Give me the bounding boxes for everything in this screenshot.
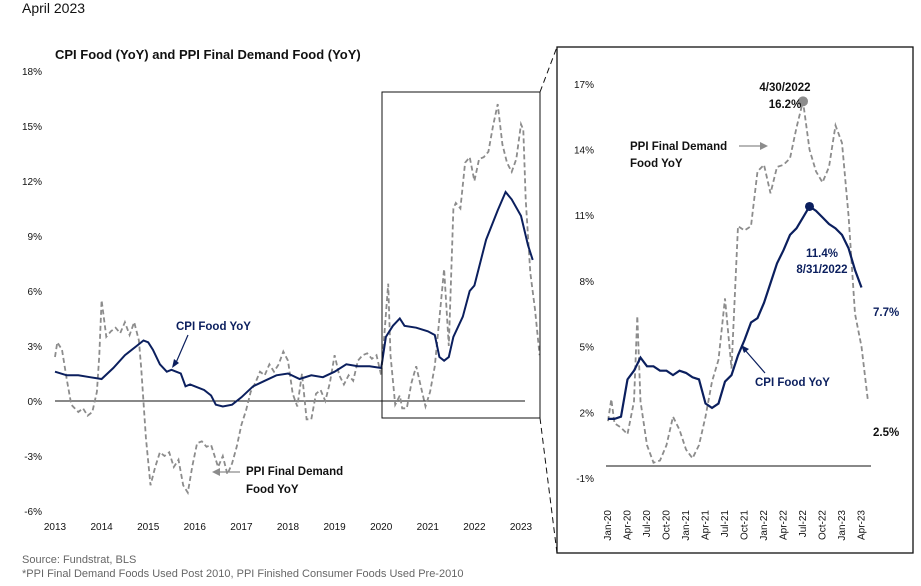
inset-x-tick-label: Oct-22 <box>818 510 829 540</box>
main-y-tick-label: 9% <box>28 232 43 243</box>
main-x-axis: 2013 2014 2015 2016 2017 2018 2019 2020 2021 2022… <box>44 522 533 533</box>
inset-cpi-annotation: CPI Food YoY <box>755 377 830 389</box>
zoom-box <box>381 91 541 419</box>
main-y-tick-label: 18% <box>22 67 42 78</box>
inset-x-tick-label: Jul-22 <box>798 510 809 538</box>
inset-x-tick-label: Apr-21 <box>701 510 712 540</box>
inset-chart: 17% 14% 11% 8% 5% 2% -1% Jan-20 Apr-20 Jul-20 Oct… <box>556 46 914 554</box>
main-y-tick-label: 12% <box>22 177 42 188</box>
main-ppi-series-line <box>54 103 541 496</box>
inset-y-tick-label: 14% <box>574 146 594 157</box>
main-x-tick-label: 2020 <box>370 522 393 533</box>
main-y-tick-label: -3% <box>24 452 42 463</box>
main-x-tick-label: 2018 <box>277 522 300 533</box>
main-cpi-annotation: CPI Food YoY <box>176 321 251 333</box>
main-cpi-series-line <box>54 190 534 408</box>
main-y-axis: 18% 15% 12% 9% 6% 3% 0% -3% -6% <box>22 67 42 518</box>
inset-y-tick-label: 17% <box>574 80 594 91</box>
main-y-tick-label: 15% <box>22 122 42 133</box>
inset-x-tick-label: Jan-20 <box>603 510 614 541</box>
inset-y-tick-label: 8% <box>580 277 595 288</box>
inset-x-tick-label: Jan-21 <box>681 510 692 541</box>
inset-x-tick-label: Apr-20 <box>623 510 634 540</box>
main-x-tick-label: 2021 <box>417 522 440 533</box>
main-chart-title: CPI Food (YoY) and PPI Final Demand Food… <box>55 47 361 62</box>
main-x-tick-label: 2023 <box>510 522 533 533</box>
inset-frame <box>556 46 914 554</box>
footnote-line: *PPI Final Demand Foods Used Post 2010, … <box>22 568 464 580</box>
main-ppi-arrowhead <box>212 468 220 476</box>
source-line: Source: Fundstrat, BLS <box>22 554 137 566</box>
inset-x-axis: Jan-20 Apr-20 Jul-20 Oct-20 Jan-21 Apr-21 Jul-… <box>603 510 868 541</box>
main-x-tick-label: 2017 <box>230 522 253 533</box>
zoom-connector-top <box>539 46 558 93</box>
main-cpi-arrow <box>174 334 189 366</box>
inset-cpi-arrowhead <box>741 345 749 353</box>
inset-ppi-peak-marker <box>798 96 808 107</box>
inset-ppi-peak-value: 16.2% <box>769 99 802 111</box>
main-x-tick-label: 2016 <box>184 522 207 533</box>
inset-cpi-last-value: 7.7% <box>873 307 899 319</box>
main-ppi-annotation-2: Food YoY <box>246 484 299 496</box>
inset-cpi-arrow <box>744 349 766 374</box>
main-cpi-arrowhead <box>172 359 179 368</box>
zoom-connector-bottom <box>539 417 558 554</box>
main-y-tick-label: 3% <box>28 342 43 353</box>
inset-cpi-series-line <box>608 204 863 420</box>
inset-y-tick-label: 11% <box>575 211 594 222</box>
main-ppi-annotation-1: PPI Final Demand <box>246 466 343 478</box>
main-y-tick-label: -6% <box>24 507 42 518</box>
main-x-tick-label: 2015 <box>137 522 160 533</box>
inset-y-tick-label: 5% <box>580 343 595 354</box>
inset-y-tick-label: 2% <box>580 408 595 419</box>
inset-ppi-series-line <box>607 101 869 464</box>
inset-x-tick-label: Jul-21 <box>720 510 731 538</box>
inset-ppi-last-value: 2.5% <box>873 427 899 439</box>
main-x-tick-label: 2019 <box>323 522 346 533</box>
main-y-tick-label: 0% <box>28 397 43 408</box>
main-x-tick-label: 2022 <box>463 522 486 533</box>
inset-ppi-annotation-2: Food YoY <box>630 158 683 170</box>
source-note: Source: Fundstrat, BLS *PPI Final Demand… <box>22 553 463 581</box>
report-date: April 2023 <box>22 0 86 16</box>
main-x-tick-label: 2014 <box>90 522 113 533</box>
main-chart: 18% 15% 12% 9% 6% 3% 0% -3% -6% 2013 2014 2015 2016… <box>22 67 541 533</box>
inset-x-tick-label: Jan-23 <box>837 510 848 541</box>
inset-cpi-peak-value: 11.4% <box>806 248 838 260</box>
inset-x-tick-label: Apr-23 <box>857 510 868 540</box>
main-x-tick-label: 2013 <box>44 522 67 533</box>
inset-y-axis: 17% 14% 11% 8% 5% 2% -1% <box>574 80 594 485</box>
inset-x-tick-label: Jan-22 <box>759 510 770 541</box>
inset-x-tick-label: Apr-22 <box>779 510 790 540</box>
inset-ppi-arrowhead <box>760 142 768 150</box>
inset-cpi-peak-marker <box>805 201 814 211</box>
inset-ppi-peak-date: 4/30/2022 <box>759 82 810 94</box>
main-y-tick-label: 6% <box>28 287 43 298</box>
inset-y-tick-label: -1% <box>576 474 594 485</box>
inset-x-tick-label: Oct-21 <box>740 510 751 540</box>
inset-cpi-peak-date: 8/31/2022 <box>796 264 847 276</box>
inset-x-tick-label: Jul-20 <box>642 510 653 538</box>
inset-x-tick-label: Oct-20 <box>662 510 673 540</box>
inset-ppi-annotation-1: PPI Final Demand <box>630 141 727 153</box>
